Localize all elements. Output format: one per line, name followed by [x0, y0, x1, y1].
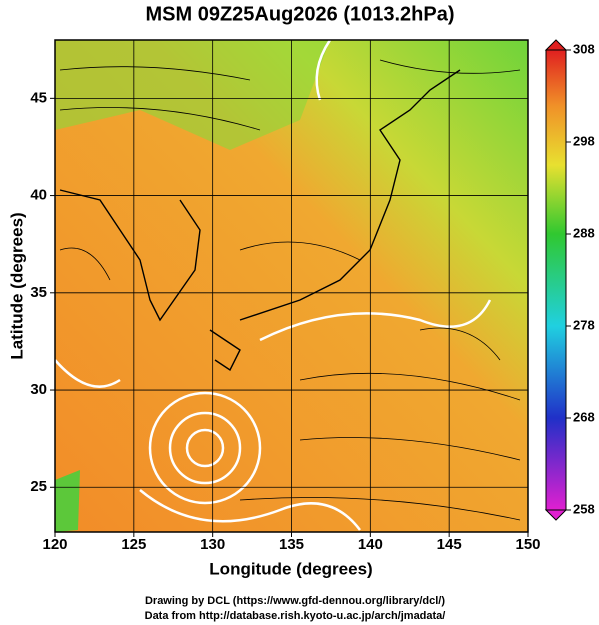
isotherms	[54, 39, 492, 531]
y-tick-label: 30	[30, 381, 47, 398]
streamlines	[59, 59, 521, 521]
colorbar-tick-label: 308	[573, 41, 595, 56]
y-tick-label: 40	[30, 187, 47, 204]
y-tick-label: 45	[30, 89, 47, 106]
credit: Drawing by DCL (https://www.gfd-dennou.o…	[145, 595, 445, 607]
land-warm-region	[55, 40, 330, 150]
colorbar-tick-label: 258	[573, 501, 595, 516]
colorbar-tick-label: 298	[573, 133, 595, 148]
x-tick-label: 120	[42, 536, 67, 553]
x-tick-label: 145	[437, 536, 462, 553]
colorbar-max-arrow	[544, 39, 568, 51]
y-tick-label: 25	[30, 478, 47, 495]
x-axis-label: Longitude (degrees)	[209, 559, 372, 578]
coastlines	[59, 69, 461, 372]
y-tick-label: 35	[30, 284, 47, 301]
x-tick-label: 130	[200, 536, 225, 553]
x-tick-label: 150	[515, 536, 540, 553]
x-tick-label: 140	[358, 536, 383, 553]
chart-title: MSM 09Z25Aug2026 (1013.2hPa)	[145, 3, 454, 25]
colorbar-tick-label: 278	[573, 317, 595, 332]
taiwan	[55, 470, 80, 532]
x-tick-label: 135	[279, 536, 304, 553]
colorbar-min-arrow	[544, 509, 568, 521]
colorbar-tick-label: 268	[573, 409, 595, 424]
credit: Data from http://database.rish.kyoto-u.a…	[145, 610, 446, 622]
colorbar-tick-label: 288	[573, 225, 595, 240]
frame	[54, 39, 529, 533]
y-axis-label: Latitude (degrees)	[7, 212, 26, 359]
x-tick-label: 125	[121, 536, 146, 553]
colorbar	[545, 49, 567, 511]
